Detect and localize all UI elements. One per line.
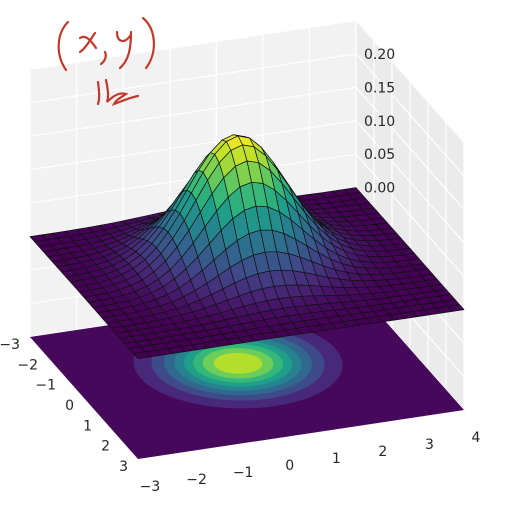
- x-tick-label: 0: [285, 458, 294, 474]
- gridline: [29, 53, 357, 104]
- handwritten-close-paren: [141, 16, 155, 70]
- x-tick-label: −1: [233, 465, 254, 481]
- x-tick-label: −3: [140, 479, 161, 495]
- gridline: [355, 53, 465, 177]
- handwritten-x: [78, 31, 98, 54]
- x-tick-label: 4: [472, 430, 481, 446]
- x-tick-label: 3: [425, 437, 434, 453]
- handwritten-underline-mark: [96, 78, 140, 106]
- gridline: [355, 86, 465, 210]
- y-tick-label: −3: [0, 337, 20, 353]
- handwritten-open-paren: [57, 20, 70, 72]
- handwritten-comma: [99, 50, 107, 66]
- y-tick-label: 0: [65, 398, 74, 414]
- gaussian-surface: [29, 134, 465, 359]
- axis-tick-labels: −3 −2 −1 0 1 2 3 4−3−2−101230.000.050.100.150.2…: [0, 47, 481, 495]
- y-tick-label: 1: [83, 418, 92, 434]
- gridline: [29, 86, 357, 137]
- gridline: [355, 153, 465, 277]
- x-tick-label: −2: [186, 472, 207, 488]
- z-tick-label: 0.05: [364, 147, 395, 163]
- gridline: [29, 19, 357, 70]
- x-tick-label: 1: [332, 451, 341, 467]
- gridline: [29, 120, 357, 171]
- x-tick-label: 2: [378, 444, 387, 460]
- y-tick-label: 2: [101, 439, 110, 455]
- z-tick-label: 0.15: [364, 80, 395, 96]
- y-tick-label: −2: [17, 357, 38, 373]
- y-tick-label: −1: [35, 378, 56, 394]
- handwritten-y: [115, 30, 133, 70]
- z-tick-label: 0.20: [364, 47, 395, 63]
- contour-level: [213, 352, 263, 374]
- z-tick-label: 0.10: [364, 114, 395, 130]
- gridline: [355, 120, 465, 244]
- z-tick-label: 0.00: [364, 181, 395, 197]
- y-tick-label: 3: [119, 459, 128, 475]
- handwritten-annotation: [57, 16, 155, 106]
- surface-patch: [133, 351, 150, 359]
- gridline: [355, 20, 465, 143]
